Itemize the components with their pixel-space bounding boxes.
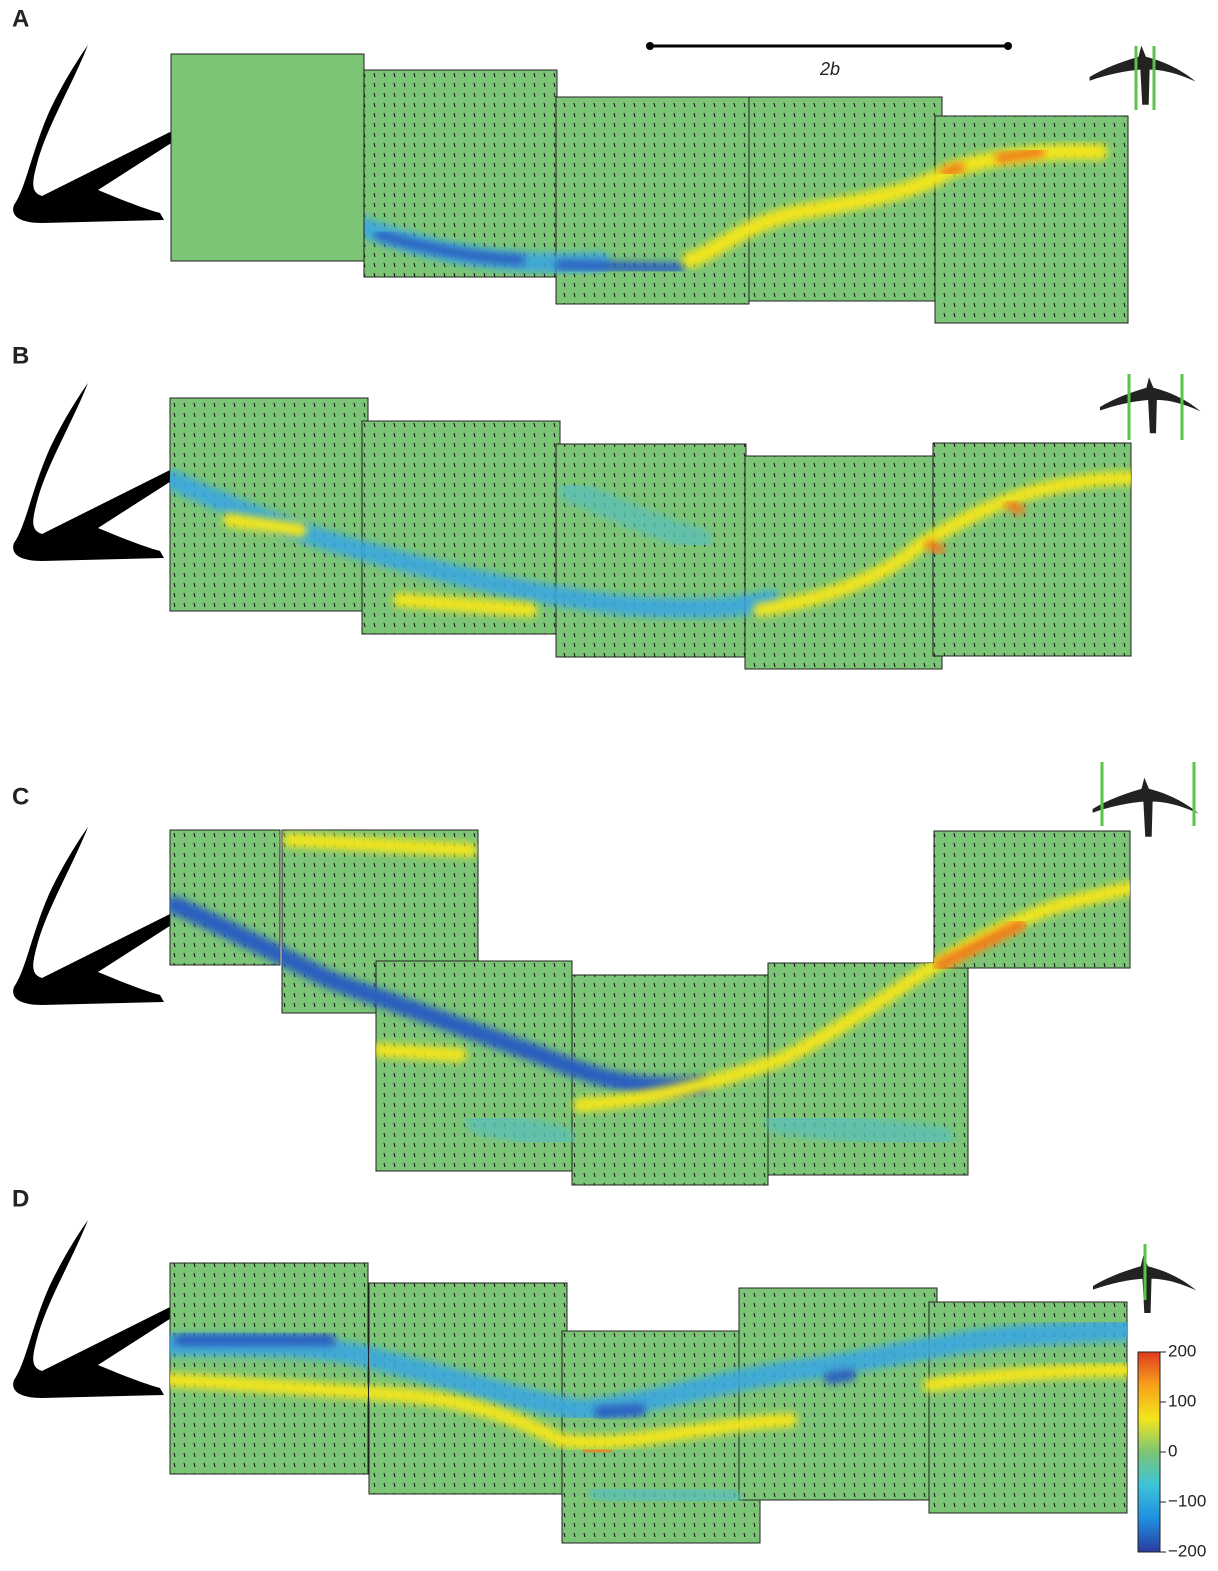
scale-bar: 2b	[646, 42, 1012, 79]
colorbar-tick-label: 0	[1168, 1441, 1177, 1460]
bird-silhouette	[13, 383, 176, 561]
panel-label: C	[12, 783, 29, 810]
colorbar: 200 100 0 −100 −200	[1137, 1341, 1206, 1560]
scale-label: 2b	[819, 59, 840, 79]
bird-icon	[1089, 45, 1196, 105]
colorbar-ramp	[1137, 1351, 1161, 1553]
bird-silhouette	[13, 1220, 176, 1398]
colorbar-tick-label: −100	[1168, 1491, 1206, 1510]
bird-silhouette	[13, 827, 176, 1005]
colorbar-tick-label: 200	[1168, 1341, 1196, 1360]
panel-label: A	[12, 5, 29, 32]
piv-panel	[169, 829, 1131, 1186]
bird-icon	[1100, 377, 1201, 434]
piv-panel	[169, 397, 1132, 670]
colorbar-tick-label: 100	[1168, 1391, 1196, 1410]
bird-icon	[1092, 777, 1199, 837]
colorbar-tick-label: −200	[1168, 1541, 1206, 1560]
bird-silhouette	[13, 45, 176, 223]
panel-label: B	[12, 342, 29, 369]
panel-label: D	[12, 1185, 29, 1212]
piv-panel	[170, 53, 1129, 324]
piv-panel	[169, 1262, 1128, 1544]
